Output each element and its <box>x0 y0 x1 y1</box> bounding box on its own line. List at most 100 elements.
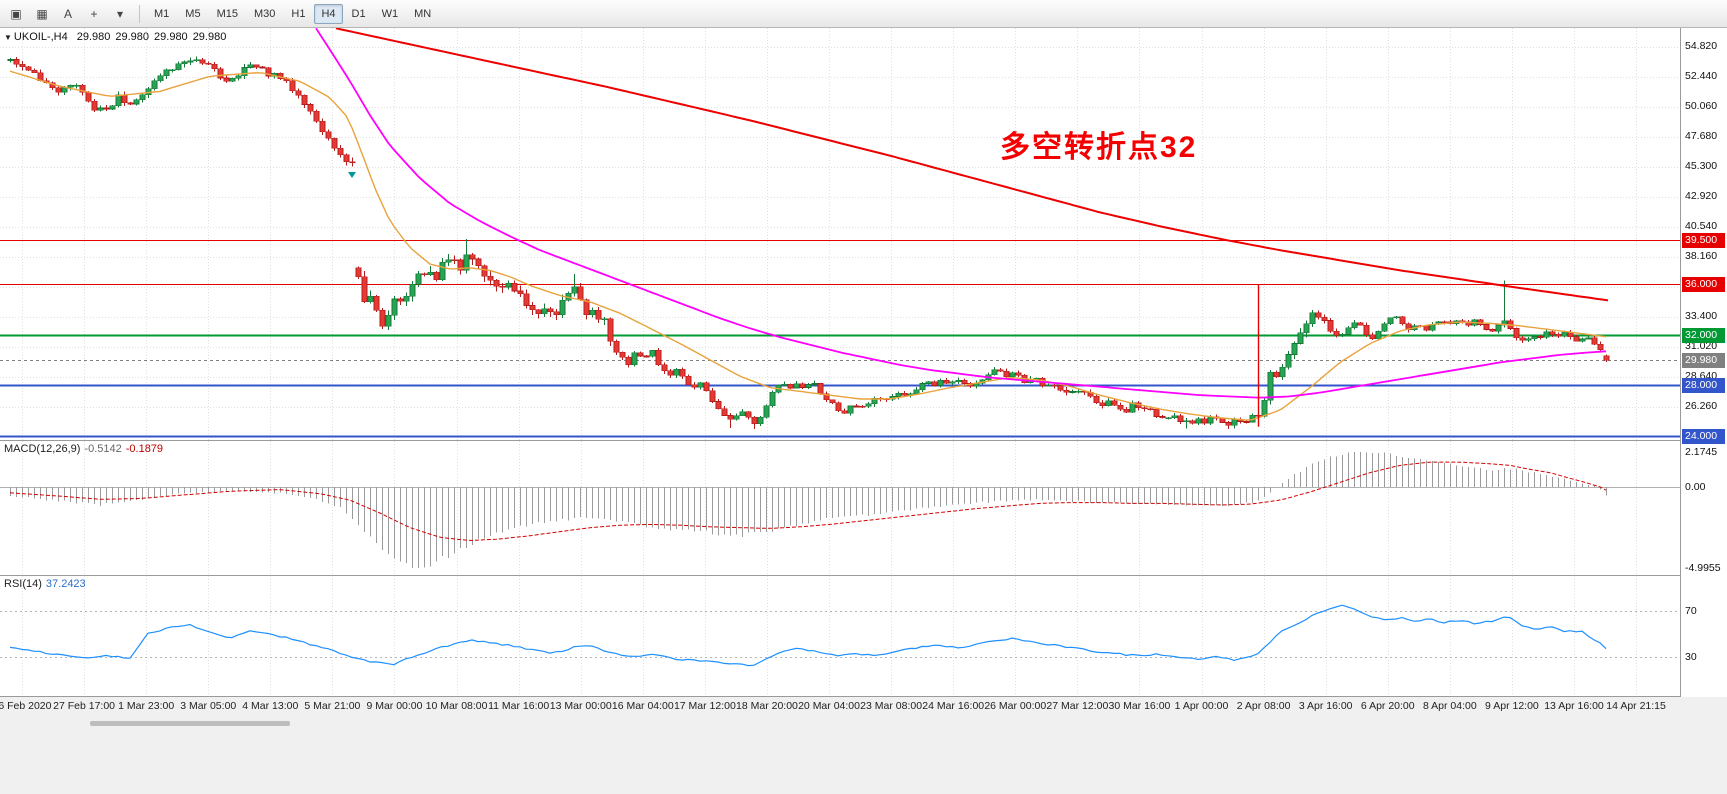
time-axis-label: 16 Mar 04:00 <box>611 700 674 712</box>
macd-tick-label: 2.1745 <box>1685 446 1718 458</box>
time-axis-label: 14 Apr 21:15 <box>1606 700 1666 712</box>
time-axis-label: 20 Mar 04:00 <box>798 700 860 712</box>
time-axis-label: 11 Mar 16:00 <box>488 700 550 712</box>
time-axis-label: 24 Mar 16:00 <box>922 700 985 712</box>
timeframe-button-MN[interactable]: MN <box>414 7 432 20</box>
chart-window[interactable]: ▼ UKOIL-,H4 29.980 29.980 29.980 29.980 多空转折点… <box>0 28 1727 697</box>
timeframe-button-H4[interactable]: H4 <box>314 3 343 24</box>
chart-grid-icon[interactable]: ▦ <box>36 6 48 21</box>
time-axis-label: 18 Mar 20:00 <box>736 700 798 712</box>
macd-value-signal: -0.1879 <box>125 443 164 455</box>
timeframe-button-W1[interactable]: W1 <box>381 7 399 20</box>
price-chart-svg[interactable] <box>0 28 1680 440</box>
time-axis-label: 9 Mar 00:00 <box>366 700 423 712</box>
horizontal-level-lines[interactable] <box>0 239 1680 438</box>
time-axis-label: 30 Mar 16:00 <box>1108 700 1171 712</box>
time-axis-label: 10 Mar 08:00 <box>425 700 488 712</box>
time-axis-label: 1 Apr 00:00 <box>1174 700 1229 712</box>
price-grid <box>0 28 1680 440</box>
chart-title: UKOIL-,H4 <box>13 31 68 43</box>
rsi-line <box>9 604 1607 667</box>
time-axis-label: 5 Mar 21:00 <box>304 700 361 712</box>
window-icon[interactable]: ▣ <box>10 6 22 21</box>
macd-tick-label: -4.9955 <box>1685 562 1721 574</box>
price-tick-label: 26.260 <box>1685 400 1718 413</box>
price-level-badge: 29.980 <box>1682 353 1725 369</box>
time-axis-label: 4 Mar 13:00 <box>242 700 299 712</box>
macd-value-main: -0.5142 <box>84 443 122 455</box>
time-axis-label: 23 Mar 08:00 <box>860 700 923 712</box>
macd-signal-line <box>9 461 1607 542</box>
horizontal-scrollbar-thumb[interactable] <box>90 721 290 726</box>
macd-panel[interactable]: MACD(12,26,9) -0.5142 -0.1879 <box>0 441 1680 575</box>
cursor-dropdown-icon[interactable]: ▾ <box>116 6 124 21</box>
price-tick-label: 47.680 <box>1685 130 1718 142</box>
time-axis-label: 26 Feb 2020 <box>0 700 52 712</box>
toolbar-separator <box>139 4 140 23</box>
candles <box>7 56 1610 430</box>
time-axis-label: 6 Apr 20:00 <box>1360 700 1415 712</box>
price-tick-label: 38.160 <box>1685 250 1718 263</box>
price-chart-panel[interactable]: ▼ UKOIL-,H4 29.980 29.980 29.980 29.980 多空转折点… <box>0 28 1680 440</box>
timeframe-button-M1[interactable]: M1 <box>154 7 170 20</box>
time-axis-label: 27 Mar 12:00 <box>1046 700 1109 712</box>
macd-tick-label: 0.00 <box>1685 481 1706 494</box>
timeframe-button-M30[interactable]: M30 <box>253 7 276 20</box>
price-level-badge: 24.000 <box>1682 428 1725 444</box>
time-axis-label: 3 Apr 16:00 <box>1298 700 1353 712</box>
toolbar: ▣ ▦ A + ▾ M1 M5 M15 M30 H1 H4 D1 W1 MN <box>0 0 1727 28</box>
ohlc-open: 29.980 <box>76 31 111 43</box>
chart-dropdown-icon[interactable]: ▼ <box>4 33 12 42</box>
rsi-label: RSI(14) 37.2423 <box>4 578 86 590</box>
ma-fast-orange-line <box>9 70 1607 421</box>
price-level-badge: 36.000 <box>1682 277 1725 293</box>
panel-separator <box>0 696 1727 697</box>
price-level-badge: 28.000 <box>1682 378 1725 394</box>
time-axis-label: 9 Apr 12:00 <box>1485 700 1539 712</box>
rsi-level-label: 70 <box>1685 605 1697 617</box>
price-tick-label: 40.540 <box>1685 220 1718 232</box>
rsi-grid <box>0 576 1680 696</box>
macd-svg[interactable] <box>0 441 1680 575</box>
price-tick-label: 45.300 <box>1685 160 1718 172</box>
arrow-marker-icon <box>348 172 356 179</box>
price-level-badge: 39.500 <box>1682 233 1725 249</box>
panel-separator[interactable] <box>0 440 1727 441</box>
macd-label: MACD(12,26,9) -0.5142 -0.1879 <box>4 443 163 455</box>
crosshair-icon[interactable]: + <box>90 6 98 21</box>
price-tick-label: 52.440 <box>1685 70 1718 82</box>
time-axis-label: 13 Mar 00:00 <box>549 700 612 712</box>
timeframe-button-M15[interactable]: M15 <box>216 7 238 20</box>
price-tick-label: 31.020 <box>1685 340 1718 353</box>
price-tick-label: 50.060 <box>1685 100 1718 112</box>
time-axis-label: 13 Apr 16:00 <box>1544 700 1604 712</box>
rsi-value: 37.2423 <box>45 578 86 590</box>
ohlc-low: 29.980 <box>154 31 188 43</box>
timeframe-button-H1[interactable]: H1 <box>291 7 306 20</box>
rsi-name: RSI(14) <box>4 578 42 590</box>
ma-slow-red-line <box>335 28 1609 302</box>
time-axis-label: 3 Mar 05:00 <box>180 700 237 712</box>
time-axis-label: 2 Apr 08:00 <box>1236 700 1291 712</box>
rsi-svg[interactable] <box>0 576 1680 696</box>
price-tick-label: 54.820 <box>1685 40 1718 52</box>
timeframe-button-D1[interactable]: D1 <box>351 7 366 20</box>
time-axis-label: 17 Mar 12:00 <box>673 700 736 712</box>
timeframe-button-M5[interactable]: M5 <box>185 7 201 20</box>
font-icon[interactable]: A <box>63 6 72 21</box>
macd-histogram <box>10 452 1607 569</box>
panel-separator[interactable] <box>0 575 1727 576</box>
time-axis-label: 27 Feb 17:00 <box>53 700 116 712</box>
chart-annotation-text: 多空转折点32 <box>1000 131 1198 164</box>
time-axis-label: 8 Apr 04:00 <box>1422 700 1477 712</box>
ohlc-high: 29.980 <box>115 31 150 43</box>
time-axis-label: 1 Mar 23:00 <box>118 700 175 712</box>
rsi-level-label: 30 <box>1685 651 1697 663</box>
rsi-panel[interactable]: RSI(14) 37.2423 <box>0 576 1680 696</box>
price-tick-label: 42.920 <box>1685 190 1718 202</box>
time-axis-label: 26 Mar 00:00 <box>984 700 1047 712</box>
ma-mid-magenta-line <box>315 28 1607 399</box>
price-axis-column: 54.820 52.440 50.060 47.680 45.300 42.920 40.5… <box>1680 28 1727 697</box>
price-tick-label: 33.400 <box>1685 310 1718 323</box>
